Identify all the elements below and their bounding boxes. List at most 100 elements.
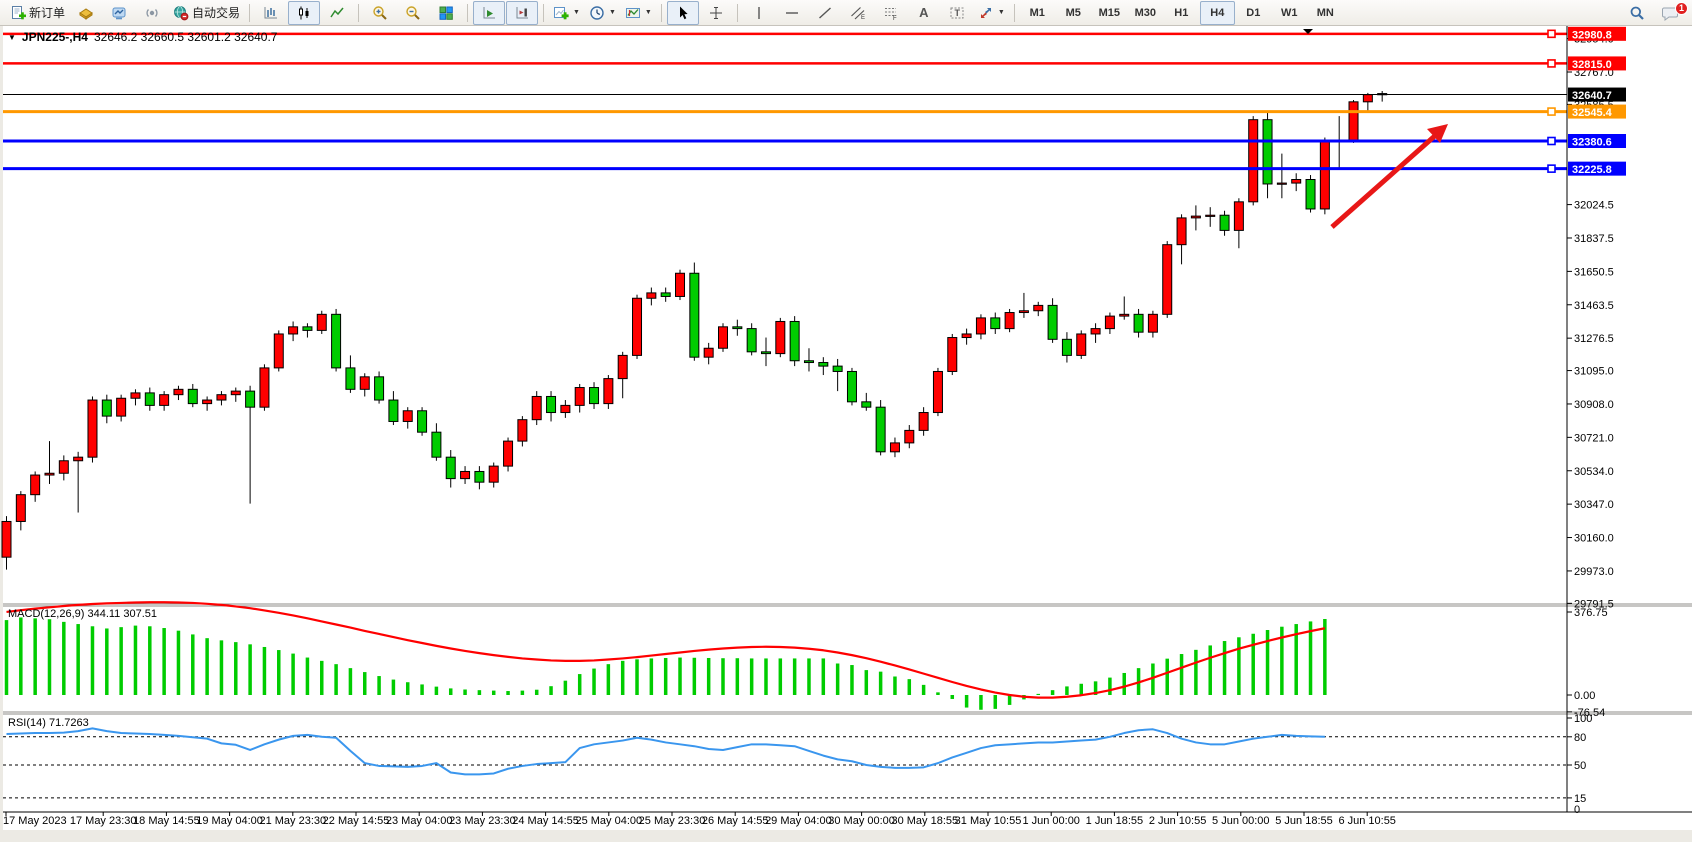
line-chart-button[interactable]	[321, 1, 353, 25]
macd-panel[interactable]: 376.75 0.00 -76.54	[4, 601, 1608, 719]
chart-shift-button[interactable]	[506, 0, 539, 25]
rsi-line	[6, 727, 1325, 776]
chart-title: ▼ JPN225-,H4 32646.2 32660.5 32601.2 326…	[8, 30, 277, 44]
timeframe-M15[interactable]: M15	[1098, 6, 1120, 19]
new-order-button[interactable]: 新订单	[6, 1, 69, 25]
toolbar-separator	[467, 3, 469, 22]
equidistant-channel-button[interactable]: E	[842, 1, 874, 25]
horizontal-line-button[interactable]	[776, 1, 808, 25]
text-button[interactable]: A	[908, 1, 940, 25]
macd-bar	[979, 695, 983, 710]
macd-bar	[778, 658, 783, 695]
macd-bar	[864, 670, 869, 695]
timeframe-H1[interactable]: H1	[1174, 6, 1189, 19]
rsi-axis-label: 15	[1574, 793, 1586, 805]
price-tick-label: 31463.5	[1574, 300, 1614, 312]
price-badges: 32980.8 32815.0 32640.7 32545.4 32380.6 32225…	[1568, 26, 1626, 176]
candle-body	[331, 313, 342, 369]
auto-trading-button[interactable]: 自动交易	[169, 1, 244, 25]
candle-body	[116, 397, 127, 417]
candle-body	[1004, 312, 1015, 330]
macd-bar	[1308, 621, 1313, 695]
macd-bar	[1065, 686, 1069, 695]
timeframe-H4[interactable]: H4	[1199, 0, 1235, 25]
macd-bar	[663, 657, 668, 695]
price-badge-label: 32380.6	[1572, 137, 1612, 149]
zoom-in-button[interactable]	[364, 1, 396, 25]
timeframe-M1[interactable]: M1	[1029, 6, 1045, 19]
candle-body	[345, 367, 356, 390]
tile-windows-icon	[438, 5, 454, 21]
macd-bar	[76, 624, 80, 695]
candle-body	[1061, 338, 1072, 356]
candle-body	[1119, 313, 1130, 317]
candle-body	[1018, 310, 1029, 314]
timeframe-MN[interactable]: MN	[1316, 6, 1334, 19]
notifications-button[interactable]: 1	[1654, 1, 1688, 25]
macd-bar	[205, 638, 209, 695]
rsi-panel[interactable]: 100 80 50 150	[3, 713, 1592, 816]
symbol-dropdown-icon[interactable]: ▼	[8, 32, 16, 42]
macd-bar	[1237, 637, 1241, 695]
candle-body	[1262, 119, 1273, 185]
macd-bar	[4, 620, 9, 695]
chart-background[interactable]	[3, 26, 1692, 830]
toolbar-separator	[660, 3, 662, 22]
periods-button[interactable]: ▼	[585, 1, 620, 25]
macd-bar	[964, 695, 969, 708]
candle-body	[918, 412, 929, 431]
vertical-line-button[interactable]	[743, 1, 775, 25]
price-badge	[1568, 134, 1626, 148]
cursor-button[interactable]	[666, 0, 699, 25]
tile-windows-button[interactable]	[430, 1, 462, 25]
bar-chart-button[interactable]	[255, 1, 287, 25]
auto-scroll-button[interactable]	[473, 0, 506, 25]
crosshair-button[interactable]	[700, 1, 732, 25]
macd-bar	[62, 621, 66, 695]
time-tick-label: 23 May 04:00	[386, 815, 453, 827]
candle-body	[1147, 313, 1158, 333]
macd-bar	[248, 644, 252, 695]
candle-body	[1190, 215, 1201, 219]
new-order-label: 新订单	[29, 6, 66, 20]
time-tick-label: 1 Jun 00:00	[1022, 815, 1080, 827]
fibonacci-button[interactable]: F	[875, 1, 907, 25]
new-order-icon	[10, 5, 26, 21]
candle-body	[990, 317, 1001, 330]
arrow-objects-button[interactable]: ▼	[974, 1, 1009, 25]
search-button[interactable]	[1621, 1, 1653, 25]
timeframe-M5[interactable]: M5	[1065, 6, 1081, 19]
price-levels-layer[interactable]	[3, 29, 1567, 173]
chart-properties-button[interactable]: ▼	[621, 1, 656, 25]
zoom-out-button[interactable]	[397, 1, 429, 25]
toolbar-separator	[543, 3, 545, 22]
trend-arrow-annotation[interactable]	[1330, 124, 1448, 229]
chart-upload-button[interactable]	[103, 1, 135, 25]
candlestick-chart-button[interactable]	[288, 0, 321, 25]
toolbar-separator	[736, 3, 738, 22]
macd-bar	[162, 628, 166, 695]
timeframe-D1[interactable]: D1	[1246, 6, 1261, 19]
time-tick-label: 18 May 14:55	[133, 815, 200, 827]
macd-bar	[678, 657, 682, 695]
timeframe-M30[interactable]: M30	[1134, 6, 1156, 19]
package-button[interactable]	[70, 1, 102, 25]
macd-bar	[893, 676, 897, 695]
rsi-axis-label: 100	[1574, 713, 1592, 725]
price-tick-label: 29791.5	[1574, 598, 1614, 610]
text-a-icon: A	[919, 5, 929, 20]
text-label-button[interactable]: T	[941, 1, 973, 25]
macd-bar	[1165, 658, 1169, 695]
trendline-button[interactable]	[809, 1, 841, 25]
indicators-button[interactable]: ▼	[549, 1, 584, 25]
candle-body	[173, 388, 184, 396]
signal-button[interactable]	[136, 1, 168, 25]
toolbar-separator	[249, 3, 251, 22]
timeframe-W1[interactable]: W1	[1281, 6, 1298, 19]
candle-body	[417, 410, 428, 433]
dropdown-caret-icon: ▼	[997, 9, 1005, 16]
candle-body	[1104, 315, 1115, 330]
chart-menu-arrow-icon[interactable]	[1303, 29, 1313, 34]
